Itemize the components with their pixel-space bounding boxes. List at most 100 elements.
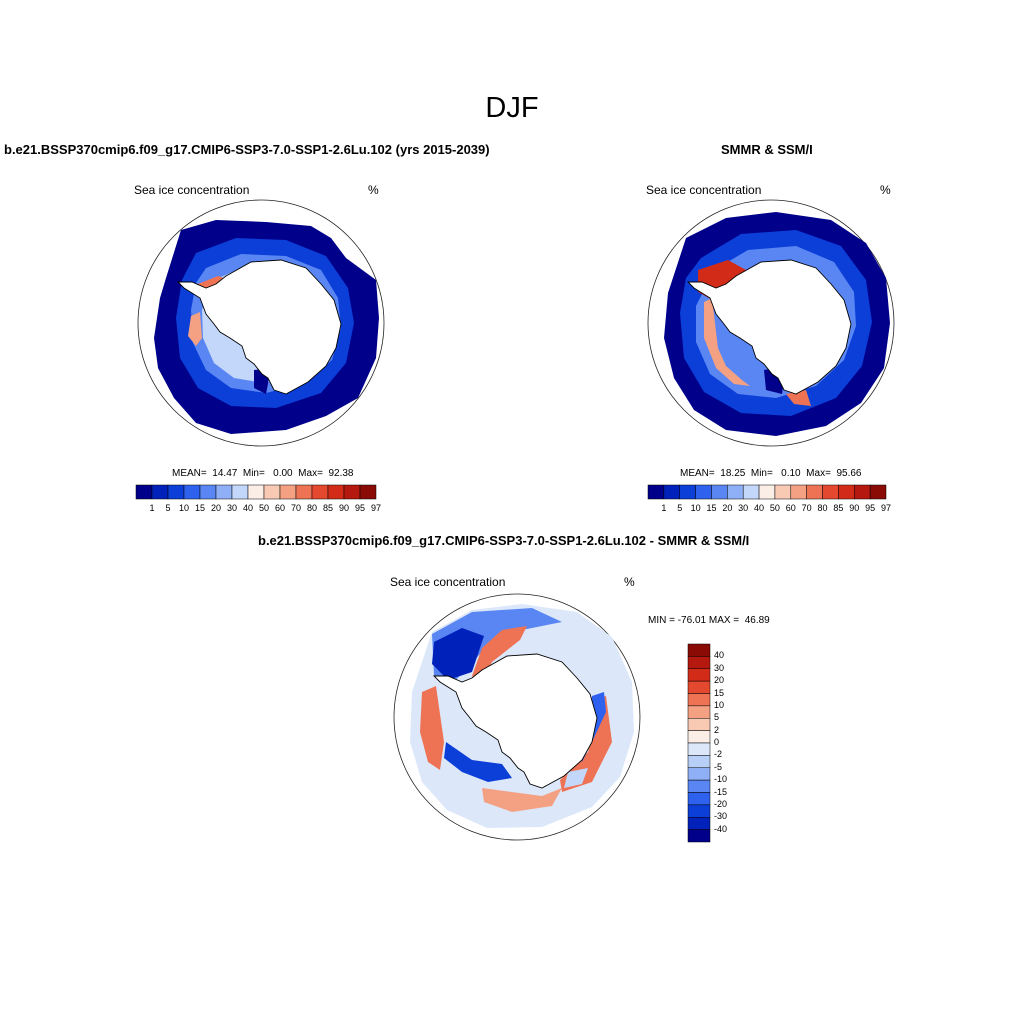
panel-1-colorbar-swatch xyxy=(263,484,281,500)
panel-3-polar-map xyxy=(393,593,641,841)
panel-1-colorbar-swatch xyxy=(359,484,377,500)
panel-3-colorbar-swatch xyxy=(687,680,711,694)
panel-2-polar-map xyxy=(647,199,895,447)
panel-1-colorbar-tick-label: 50 xyxy=(258,503,270,513)
panel-3-colorbar-swatch xyxy=(687,792,711,806)
panel-1-colorbar-tick-label: 30 xyxy=(226,503,238,513)
panel-3-antarctica xyxy=(432,653,598,789)
panel-1-colorbar-swatch xyxy=(231,484,249,500)
panel-2-colorbar-swatch xyxy=(774,484,792,500)
panel-2-colorbar-tick-label: 80 xyxy=(817,503,828,513)
panel-2-colorbar-swatch xyxy=(663,484,680,500)
panel-1-stats: MEAN= 14.47 Min= 0.00 Max= 92.38 xyxy=(172,468,354,479)
panel-2-colorbar-swatch xyxy=(758,484,776,500)
panel-2-colorbar-tick-label: 90 xyxy=(849,503,860,513)
panel-3-title: b.e21.BSSP370cmip6.f09_g17.CMIP6-SSP3-7.… xyxy=(258,533,750,548)
panel-3-colorbar-tick-label: 30 xyxy=(714,662,725,673)
panel-3-colorbar-swatch xyxy=(687,755,711,768)
panel-1-colorbar-tick-label: 1 xyxy=(149,503,155,513)
panel-1-polar-map xyxy=(137,199,385,447)
panel-2-colorbar-tick-label: 95 xyxy=(865,503,876,513)
panel-1-colorbar-tick-label: 5 xyxy=(165,503,171,513)
panel-2-colorbar xyxy=(647,484,887,500)
panel-3-colorbar-tick-label: -20 xyxy=(714,798,728,809)
panel-2-colorbar-tick-label: 50 xyxy=(769,503,780,513)
panel-2-colorbar-tick-label: 20 xyxy=(722,503,733,513)
panel-1-colorbar-swatch xyxy=(199,484,217,500)
panel-2-colorbar-swatch xyxy=(647,484,665,500)
panel-2-colorbar-swatch xyxy=(854,484,871,500)
panel-3-colorbar-tick-label: 5 xyxy=(714,712,720,723)
panel-2-colorbar-tick-label: 30 xyxy=(738,503,749,513)
panel-1-colorbar-tick-label: 97 xyxy=(370,503,382,513)
panel-2-colorbar-ticks: 1 5 10 15 20 30 40 50 60 70 80 85 90 95 97 xyxy=(648,503,891,515)
panel-1-colorbar-swatch xyxy=(183,484,201,500)
panel-1-variable-label: Sea ice concentration xyxy=(134,183,250,197)
panel-2-units-label: % xyxy=(880,183,891,197)
panel-2-colorbar-tick-label: 1 xyxy=(661,503,667,513)
panel-2-stats: MEAN= 18.25 Min= 0.10 Max= 95.66 xyxy=(680,468,862,479)
panel-1-colorbar-swatch xyxy=(343,484,361,500)
panel-2-colorbar-swatch xyxy=(711,484,728,500)
panel-3-variable-label: Sea ice concentration xyxy=(390,575,506,589)
panel-3-colorbar-tick-label: 40 xyxy=(714,650,725,661)
panel-2-colorbar-swatch xyxy=(679,484,696,500)
panel-1-colorbar-tick-label: 20 xyxy=(210,503,222,513)
panel-1-colorbar-swatch xyxy=(247,484,265,500)
panel-3-colorbar-swatch xyxy=(687,668,711,682)
panel-1-colorbar-swatch xyxy=(279,484,297,500)
panel-2-colorbar-tick-label: 5 xyxy=(677,503,683,513)
panel-1-colorbar-swatch xyxy=(151,484,169,500)
panel-1-colorbar-tick-label: 60 xyxy=(274,503,286,513)
panel-3-colorbar-tick-label: 0 xyxy=(714,737,720,747)
panel-1-title: b.e21.BSSP370cmip6.f09_g17.CMIP6-SSP3-7.… xyxy=(4,142,490,157)
panel-3-colorbar-swatch xyxy=(687,730,711,744)
panel-2-colorbar-swatch xyxy=(869,484,887,500)
panel-3-colorbar-ticks: 40 30 20 15 10 5 2 0 -2 -5 -10 -15 -20 -30 -40 xyxy=(714,644,754,842)
panel-3-units-label: % xyxy=(624,575,635,589)
panel-3-colorbar-swatch xyxy=(687,705,711,719)
panel-1-colorbar-tick-label: 10 xyxy=(178,503,190,513)
panel-3-colorbar-tick-label: 20 xyxy=(714,675,725,686)
panel-2-colorbar-swatch xyxy=(742,484,760,500)
panel-2-colorbar-swatch xyxy=(838,484,855,500)
panel-1-colorbar-tick-label: 40 xyxy=(242,503,254,513)
panel-3-colorbar-tick-label: 10 xyxy=(714,699,725,710)
panel-1-colorbar-swatch xyxy=(311,484,329,500)
panel-3-colorbar-swatch xyxy=(687,767,711,781)
panel-2-colorbar-swatch xyxy=(727,484,744,500)
panel-1-antarctica xyxy=(176,259,342,395)
panel-2-colorbar-tick-label: 60 xyxy=(785,503,796,513)
panel-1-colorbar-tick-label: 15 xyxy=(194,503,206,513)
panel-2-colorbar-tick-label: 15 xyxy=(706,503,717,513)
panel-3-colorbar-tick-label: -2 xyxy=(714,749,723,760)
panel-2-colorbar-tick-label: 97 xyxy=(880,503,892,513)
panel-3-colorbar-tick-label: -15 xyxy=(714,786,728,797)
panel-3-colorbar-tick-label: 2 xyxy=(714,724,720,735)
panel-1-colorbar-tick-label: 95 xyxy=(354,503,366,513)
panel-1-colorbar-tick-label: 90 xyxy=(338,503,350,513)
panel-3-colorbar-tick-label: -30 xyxy=(714,811,728,822)
panel-3-colorbar-swatch xyxy=(687,804,711,818)
panel-2-title: SMMR & SSM/I xyxy=(721,142,813,157)
panel-1-colorbar-swatch xyxy=(167,484,185,500)
panel-2-antarctica xyxy=(686,259,852,395)
panel-3-colorbar xyxy=(687,643,711,843)
panel-1-colorbar-swatch xyxy=(327,484,345,500)
panel-2-colorbar-tick-label: 10 xyxy=(690,503,701,513)
panel-2-colorbar-swatch xyxy=(806,484,823,500)
panel-3-colorbar-swatch xyxy=(687,643,711,657)
panel-2-variable-label: Sea ice concentration xyxy=(646,183,762,197)
panel-1-colorbar-tick-label: 70 xyxy=(290,503,302,513)
panel-1-colorbar-tick-label: 85 xyxy=(322,503,334,513)
panel-2-colorbar-swatch xyxy=(790,484,807,500)
panel-3-colorbar-swatch xyxy=(687,779,711,793)
panel-1-colorbar xyxy=(135,484,377,500)
panel-2-colorbar-swatch xyxy=(822,484,839,500)
panel-3-colorbar-swatch xyxy=(687,656,711,669)
panel-1-colorbar-swatch xyxy=(295,484,313,500)
panel-3-colorbar-swatch xyxy=(687,718,711,731)
panel-1-colorbar-swatch xyxy=(135,484,153,500)
panel-3-colorbar-swatch xyxy=(687,742,711,756)
panel-2-colorbar-tick-label: 85 xyxy=(833,503,844,513)
